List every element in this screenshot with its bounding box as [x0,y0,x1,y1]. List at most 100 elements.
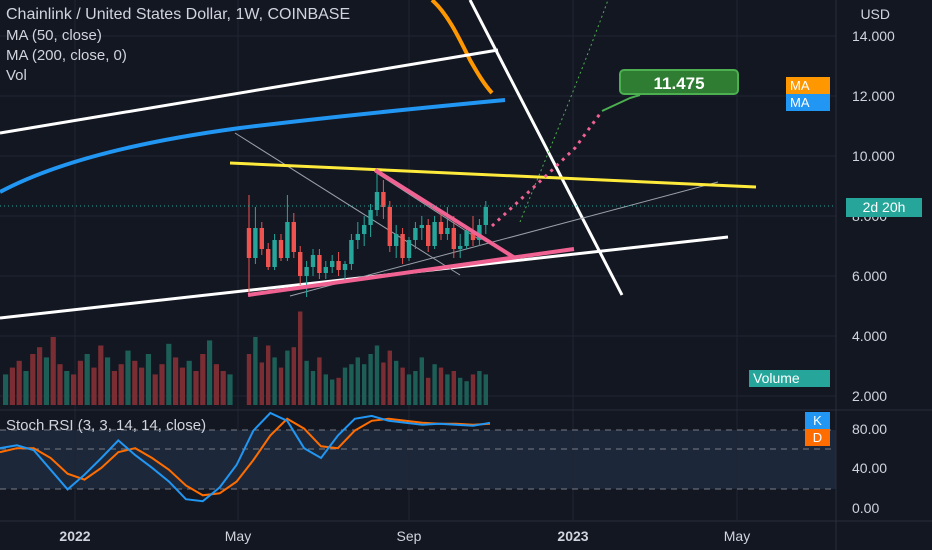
candle[interactable] [394,234,399,246]
candle[interactable] [362,225,367,234]
volume-bar [259,362,264,405]
volume-bar [266,345,271,405]
volume-bar [368,354,373,405]
stoch-k-line [0,411,491,503]
volume-bar [173,357,179,405]
price-tick-12: 12.000 [852,88,895,104]
candle[interactable] [349,240,354,264]
volume-bar [400,367,405,405]
volume-bar [253,337,258,405]
candle[interactable] [246,228,252,258]
candle[interactable] [330,261,335,267]
candle[interactable] [470,231,476,240]
candle[interactable] [310,255,316,267]
stoch-tick-80: 80.00 [852,421,887,437]
candle[interactable] [278,240,284,258]
countdown-badge: 2d 20h [846,198,922,217]
stoch-d-line [0,417,491,497]
volume-bar [349,364,354,405]
volume-bar [387,350,392,405]
price-tick-6: 6.000 [852,268,887,284]
candle[interactable] [259,228,264,249]
candle[interactable] [477,225,482,240]
volume-bar [291,347,296,405]
volume-bar [464,381,469,405]
volume-bar [355,357,360,405]
volume-bar [152,374,158,405]
candle[interactable] [266,249,271,267]
volume-bar [98,345,104,405]
candle[interactable] [413,228,418,240]
upper-channel-line [0,48,499,135]
candle[interactable] [317,255,322,273]
currency-label[interactable]: USD [860,6,890,22]
grey-diagonal-1 [234,132,461,276]
volume-bar [213,364,219,405]
volume-bar [84,354,90,405]
candle[interactable] [458,246,463,249]
volume-bar [342,367,348,405]
stoch-rsi-legend[interactable]: Stoch RSI (3, 3, 14, 14, close) [6,417,207,434]
volume-bar [413,371,418,405]
candle[interactable] [426,225,431,246]
candle[interactable] [323,267,328,273]
volume-bar [406,374,412,405]
volume-bar [246,354,252,405]
candle[interactable] [445,228,450,234]
target-pointer [601,94,641,112]
candle[interactable] [368,210,373,225]
pink-support-line [247,247,575,297]
volume-bar [298,311,303,405]
volume-bar [91,367,97,405]
volume-bar [43,357,49,405]
candle[interactable] [342,264,348,270]
candle[interactable] [291,222,296,252]
candle[interactable] [464,231,469,246]
volume-bar [145,354,151,405]
candle[interactable] [285,222,290,258]
candle[interactable] [400,234,405,258]
volume-bar [207,340,213,405]
candle[interactable] [438,222,444,234]
time-label-2023: 2023 [557,528,588,544]
volume-bar [272,357,277,405]
candle[interactable] [419,225,424,228]
price-tick-4: 4.000 [852,328,887,344]
ma50-legend[interactable]: MA (50, close) [6,27,102,44]
volume-bar [179,367,185,405]
price-tick-14: 14.000 [852,28,895,44]
candle[interactable] [374,192,380,210]
volume-bar [193,371,199,405]
candle[interactable] [272,240,277,267]
candle[interactable] [432,222,437,246]
volume-bar [159,364,165,405]
candle[interactable] [304,267,309,276]
volume-bar [77,360,83,405]
candle[interactable] [381,192,386,207]
candle[interactable] [451,228,456,249]
volume-bar [451,371,456,405]
volume-bar [381,362,386,405]
volume-bar [105,357,111,405]
ma200-legend[interactable]: MA (200, close, 0) [6,47,127,64]
volume-bar [9,367,15,405]
target-price-label[interactable]: 11.475 [619,69,739,95]
time-label-2022: 2022 [59,528,90,544]
volume-bar [426,377,431,405]
candle[interactable] [298,252,303,276]
candle[interactable] [387,207,392,246]
ma50-axis-badge: MA [786,77,830,94]
candle[interactable] [355,234,360,240]
candle[interactable] [406,240,412,258]
volume-bar [16,360,22,405]
volume-bar [394,360,399,405]
candle[interactable] [253,228,258,258]
time-axis: 2022 May Sep 2023 May [59,528,750,544]
symbol-title[interactable]: Chainlink / United States Dollar, 1W, CO… [6,6,351,23]
candle[interactable] [336,261,341,270]
volume-legend[interactable]: Vol [6,67,27,84]
volume-bar [139,367,145,405]
price-tick-2: 2.000 [852,388,887,404]
candle[interactable] [483,207,488,225]
